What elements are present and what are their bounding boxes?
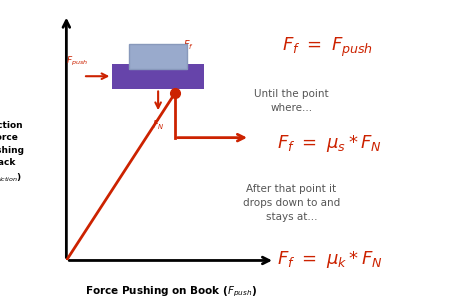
Text: Force Pushing on Book ($F_{push}$): Force Pushing on Book ($F_{push}$) [85, 285, 256, 296]
Text: $F_f\ =\ F_{push}$: $F_f\ =\ F_{push}$ [282, 36, 373, 59]
Bar [112, 64, 204, 89]
Text: Until the point
where...: Until the point where... [254, 89, 329, 113]
Text: $F_N$: $F_N$ [152, 118, 164, 132]
Text: $F_f\ =\ \mu_k * F_N$: $F_f\ =\ \mu_k * F_N$ [277, 249, 383, 270]
Text: Friction
Force
Pushing
Back
($F_{friction}$): Friction Force Pushing Back ($F_{frictio… [0, 121, 24, 184]
Text: $F_f$: $F_f$ [183, 38, 193, 52]
Text: $F_f\ =\ \mu_s * F_N$: $F_f\ =\ \mu_s * F_N$ [277, 133, 383, 154]
Bar [129, 44, 187, 69]
Text: After that point it
drops down to and
stays at...: After that point it drops down to and st… [243, 184, 340, 221]
Text: $F_{push}$: $F_{push}$ [66, 54, 88, 67]
